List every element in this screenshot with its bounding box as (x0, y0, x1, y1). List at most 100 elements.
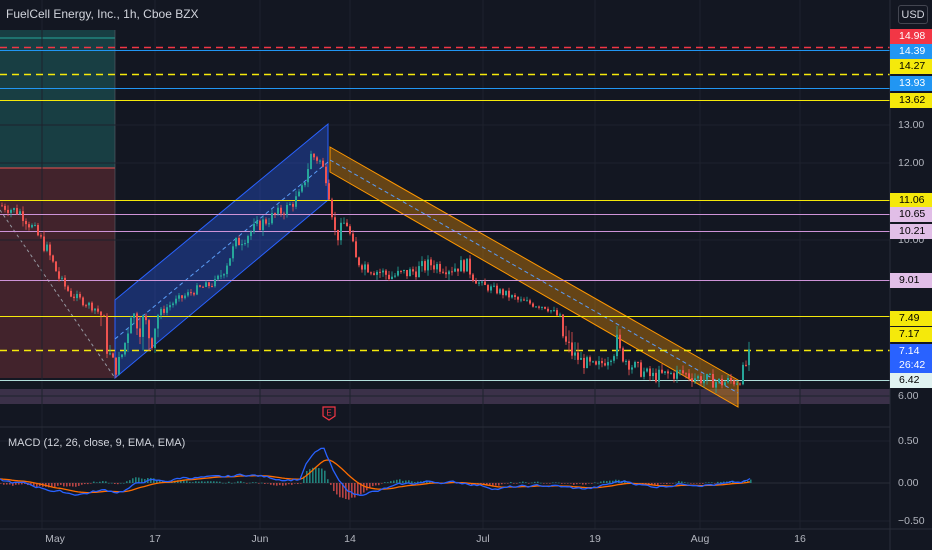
candle-body (178, 295, 180, 299)
candle-body (556, 310, 558, 316)
candle-body (442, 271, 444, 273)
loss-zone (0, 168, 115, 378)
candle-body (571, 342, 573, 356)
macd-histogram-bar (582, 483, 584, 485)
macd-histogram-bar (21, 483, 23, 485)
candle-body (223, 274, 225, 276)
candle-body (130, 317, 132, 334)
candle-body (193, 293, 195, 295)
candle-body (502, 289, 504, 296)
candle-body (289, 203, 291, 206)
time-axis-tick: Jul (476, 533, 490, 545)
macd-histogram-bar (291, 483, 293, 485)
candle-body (601, 360, 603, 364)
candle-body (679, 370, 681, 372)
time-axis-tick: 19 (589, 533, 601, 545)
candle-body (205, 282, 207, 287)
time-axis-tick: May (45, 533, 65, 545)
candle-body (400, 270, 402, 272)
candle-body (46, 244, 48, 251)
macd-histogram-bar (504, 483, 506, 484)
candle-body (298, 191, 300, 197)
macd-histogram-bar (564, 483, 566, 484)
candle-body (34, 224, 36, 226)
currency-button[interactable]: USD (898, 5, 928, 24)
macd-histogram-bar (180, 480, 182, 483)
macd-histogram-bar (390, 481, 392, 483)
macd-histogram-bar (6, 483, 8, 485)
macd-histogram-bar (687, 482, 689, 484)
earnings-icon[interactable]: E (322, 406, 336, 421)
candle-body (493, 285, 495, 287)
candle-body (346, 222, 348, 227)
candle-body (577, 352, 579, 360)
candle-body (412, 269, 414, 272)
candle-body (481, 281, 483, 283)
candle-body (199, 285, 201, 287)
candle-body (610, 360, 612, 362)
candle-body (613, 356, 615, 361)
candle-body (235, 237, 237, 247)
macd-histogram-bar (249, 482, 251, 484)
macd-histogram-bar (678, 481, 680, 483)
macd-histogram-bar (18, 483, 20, 485)
candle-body (559, 314, 561, 316)
candle-body (562, 314, 564, 337)
macd-line (0, 447, 751, 496)
candle-body (439, 264, 441, 272)
candle-body (43, 236, 45, 251)
candle-body (568, 341, 570, 343)
candle-body (472, 274, 474, 281)
price-tag: 7.14 (890, 344, 932, 359)
candle-body (538, 306, 540, 308)
price-tag: 10.21 (890, 224, 932, 239)
price-tag: 7.49 (890, 311, 932, 326)
candle-body (91, 302, 93, 311)
candle-body (664, 371, 666, 373)
candle-body (340, 222, 342, 241)
macd-histogram-bar (219, 481, 221, 483)
candle-body (226, 265, 228, 275)
candle-body (685, 373, 687, 375)
macd-histogram-bar (240, 481, 242, 483)
candle-body (220, 275, 222, 277)
macd-histogram-bar (0, 483, 2, 484)
macd-histogram-bar (501, 483, 503, 485)
macd-histogram-bar (516, 483, 518, 484)
candle-body (526, 300, 528, 302)
candle-body (739, 383, 741, 385)
macd-histogram-bar (612, 480, 614, 483)
candle-body (25, 220, 27, 225)
candle-body (70, 290, 72, 297)
candle-body (310, 153, 312, 170)
macd-histogram-bar (363, 483, 365, 493)
macd-histogram-bar (609, 480, 611, 483)
candle-body (304, 182, 306, 186)
chart-title: FuelCell Energy, Inc., 1h, Cboe BZX (6, 7, 199, 21)
candle-body (724, 382, 726, 386)
macd-histogram-bar (246, 483, 248, 484)
candle-body (55, 261, 57, 272)
macd-histogram-bar (555, 482, 557, 483)
candle-body (508, 290, 510, 298)
candle-body (532, 303, 534, 307)
macd-histogram-bar (345, 483, 347, 500)
candle-body (553, 310, 555, 312)
candle-body (631, 367, 633, 370)
macd-histogram-bar (195, 481, 197, 483)
macd-histogram-bar (723, 481, 725, 483)
macd-histogram-bar (294, 483, 296, 484)
candle-body (607, 361, 609, 366)
macd-histogram-bar (744, 481, 746, 483)
candle-body (106, 315, 108, 354)
macd-histogram-bar (54, 483, 56, 487)
candle-body (550, 310, 552, 312)
candle-body (352, 233, 354, 242)
macd-histogram-bar (270, 483, 272, 485)
macd-histogram-bar (78, 483, 80, 486)
candle-body (409, 269, 411, 277)
macd-indicator-title[interactable]: MACD (12, 26, close, 9, EMA, EMA) (8, 437, 186, 449)
macd-histogram-bar (48, 483, 50, 488)
macd-histogram-bar (210, 481, 212, 483)
